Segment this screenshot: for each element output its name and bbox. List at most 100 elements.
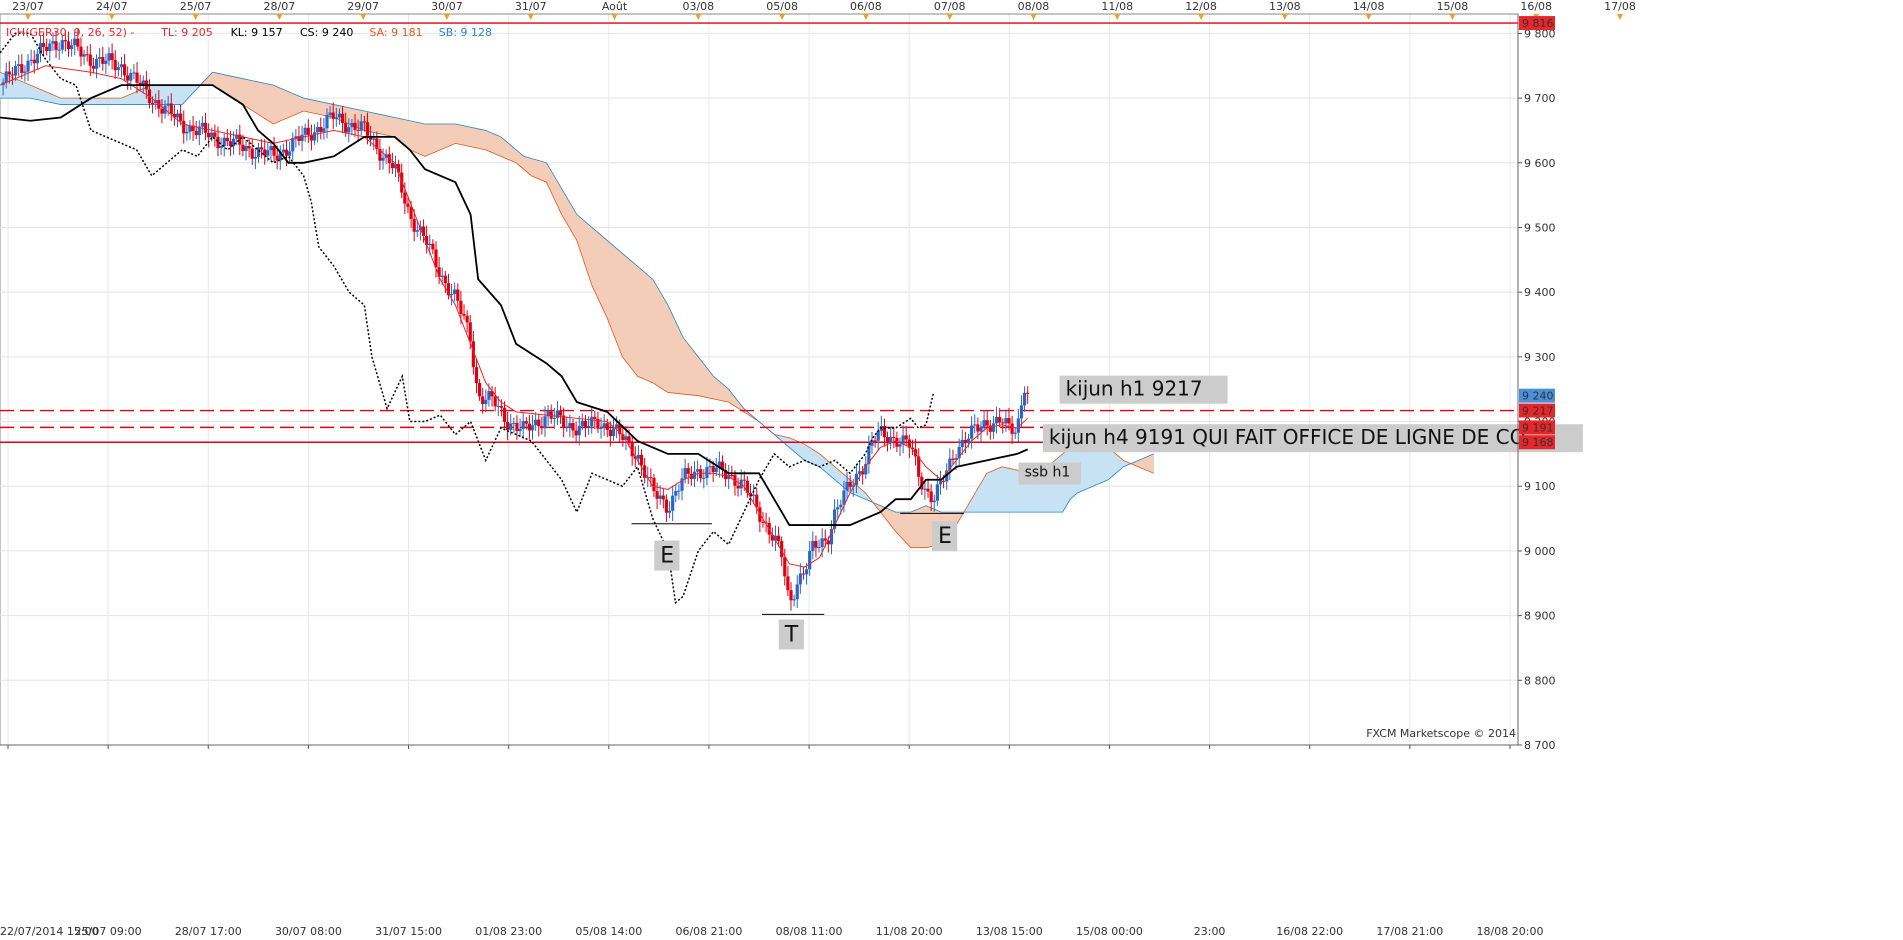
candle-body (132, 72, 136, 74)
kumo-segment (904, 511, 909, 546)
kumo-segment (688, 344, 693, 396)
kumo-segment (685, 340, 690, 396)
candle-body (372, 138, 376, 140)
top-date-label: 29/07 (347, 0, 379, 13)
candle-body (736, 485, 740, 489)
kumo-segment (115, 97, 119, 105)
candle-body (730, 474, 734, 476)
candle-body (836, 507, 840, 510)
candle-body (655, 491, 659, 499)
candle-body (798, 573, 802, 585)
candle-body (811, 541, 815, 551)
kumo-segment (646, 273, 651, 382)
kumo-segment (661, 293, 666, 392)
price-label: 9 240 (1522, 390, 1554, 403)
candle-body (776, 535, 781, 541)
kumo-segment (227, 75, 232, 98)
candle-body (814, 541, 818, 548)
candle-body (185, 131, 189, 134)
x-tick-label: 28/07 17:00 (175, 925, 242, 938)
kumo-segment (534, 158, 538, 179)
kumo-segment (479, 128, 484, 150)
kumo-segment (704, 363, 708, 398)
candle-body (568, 423, 572, 427)
candle-body (188, 125, 192, 132)
date-marker-icon (443, 14, 450, 20)
top-date-label: 06/08 (850, 0, 882, 13)
kumo-segment (707, 367, 711, 399)
candle-body (970, 425, 974, 439)
kumo-segment (275, 85, 280, 124)
candle-body (1016, 418, 1020, 433)
candle-body (786, 576, 790, 591)
candle-body (680, 478, 684, 491)
candle-body (325, 114, 329, 129)
candle-body (191, 125, 195, 131)
top-date-label: 25/07 (180, 0, 212, 13)
kumo-segment (254, 80, 259, 115)
kumo-segment (664, 298, 669, 393)
kumo-segment (102, 97, 107, 105)
top-date-label: 17/08 (1604, 0, 1636, 13)
kumo-segment (1144, 456, 1148, 472)
candle-body (406, 203, 410, 207)
candle-body (889, 436, 893, 443)
candle-body (344, 123, 348, 133)
y-tick-label: 9 000 (1524, 545, 1556, 558)
kumo-segment (236, 77, 241, 104)
candle-body (1013, 432, 1017, 434)
legend-item: TL: 9 205 (160, 26, 213, 39)
x-tick-label: 15/08 00:00 (1076, 925, 1143, 938)
kumo-segment (385, 115, 389, 136)
kumo-segment (1150, 453, 1154, 474)
candle-body (602, 423, 606, 428)
candle-body (926, 488, 930, 492)
candle-body (1007, 418, 1011, 424)
candle-body (110, 53, 114, 60)
candle-body (708, 466, 712, 468)
kumo-segment (901, 511, 906, 542)
candle-body (717, 461, 721, 468)
candle-body (973, 424, 977, 426)
candle-body (745, 480, 750, 494)
kumo-segment (473, 127, 477, 149)
kumo-segment (93, 97, 98, 105)
kumo-segment (816, 451, 821, 468)
price-label-box (1519, 403, 1555, 418)
kumo-segment (719, 380, 723, 402)
candle-body (923, 488, 927, 490)
candle-body (702, 477, 706, 479)
candle-body (804, 569, 809, 575)
candle-body (527, 423, 532, 431)
kumo-segment (679, 330, 684, 395)
legend-item: CS: 9 240 (300, 26, 353, 39)
tenkan-line (0, 65, 1029, 568)
y-tick-label: 8 800 (1524, 674, 1556, 687)
kumo-segment (637, 265, 641, 379)
candle-body (29, 59, 33, 61)
top-date-label: 13/08 (1269, 0, 1301, 13)
candle-body (982, 420, 986, 428)
candle-body (459, 300, 463, 314)
candle-body (104, 60, 108, 64)
kumo-segment (701, 359, 705, 398)
kumo-segment (631, 260, 635, 374)
candle-body (453, 289, 457, 295)
annotation-box (778, 619, 804, 650)
kumo-segment (628, 257, 632, 370)
watermark: FXCM Marketscope © 2014 (1366, 727, 1516, 740)
candle-body (138, 82, 142, 85)
kumo-segment (36, 87, 40, 101)
kumo-segment (1113, 451, 1118, 476)
candle-body (898, 444, 902, 447)
price-label: 9 191 (1522, 421, 1554, 434)
top-date-label: 30/07 (431, 0, 463, 13)
candle-body (907, 439, 911, 448)
candle-body (839, 504, 843, 508)
candle-body (857, 471, 862, 474)
candle-body (397, 164, 401, 173)
candle-body (471, 341, 475, 368)
kumo-segment (315, 100, 320, 115)
candle-body (216, 136, 220, 149)
candle-body (207, 132, 211, 138)
